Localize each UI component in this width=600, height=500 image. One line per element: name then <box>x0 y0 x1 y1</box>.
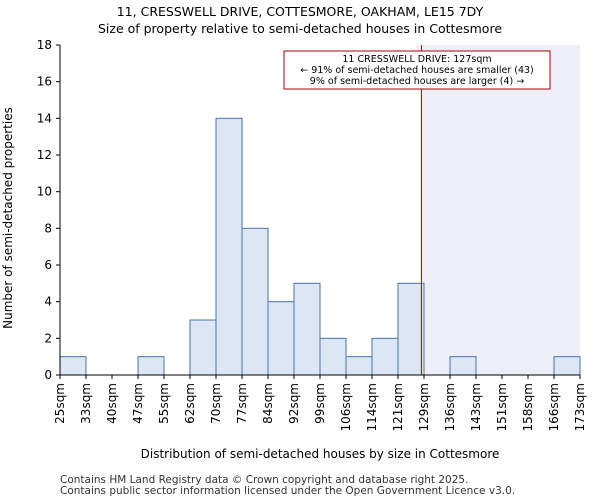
x-tick-label: 70sqm <box>209 383 223 424</box>
x-tick-label: 129sqm <box>417 383 431 431</box>
y-tick-label: 18 <box>37 38 52 52</box>
histogram-bar-92sqm <box>293 282 321 376</box>
histogram-bar-62sqm <box>189 319 217 376</box>
annotation-box <box>283 50 551 90</box>
x-tick-label: 158sqm <box>521 383 535 431</box>
y-tick-label: 10 <box>37 185 52 199</box>
highlight-region <box>421 45 580 375</box>
x-tick-label: 77sqm <box>235 383 249 424</box>
histogram-bar-106sqm <box>345 356 373 376</box>
x-tick-label: 106sqm <box>339 383 353 431</box>
histogram-bar-99sqm <box>319 337 347 376</box>
histogram-bar-47sqm <box>137 356 165 376</box>
histogram-bar-84sqm <box>267 301 295 376</box>
y-axis-label: Number of semi-detached properties <box>1 107 15 329</box>
annotation-line-3: 9% of semi-detached houses are larger (4… <box>310 76 524 87</box>
x-tick-label: 33sqm <box>79 383 93 424</box>
chart-title: Size of property relative to semi-detach… <box>97 21 503 36</box>
y-tick-label: 4 <box>44 295 52 309</box>
annotation-line-1: 11 CRESSWELL DRIVE: 127sqm <box>342 54 491 65</box>
histogram-bar-70sqm <box>215 117 243 376</box>
annotation-line-2: ← 91% of semi-detached houses are smalle… <box>300 65 534 76</box>
x-tick-label: 92sqm <box>287 383 301 424</box>
footer-copyright: Contains HM Land Registry data © Crown c… <box>60 474 469 486</box>
x-axis-label: Distribution of semi-detached houses by … <box>141 447 500 461</box>
y-tick-label: 12 <box>37 148 52 162</box>
x-tick-label: 25sqm <box>53 383 67 424</box>
histogram-bar-25sqm <box>59 356 87 376</box>
x-tick-label: 62sqm <box>183 383 197 424</box>
y-tick-label: 6 <box>44 258 52 272</box>
chart-title-address: 11, CRESSWELL DRIVE, COTTESMORE, OAKHAM,… <box>116 4 484 19</box>
y-tick-label: 0 <box>44 368 52 382</box>
histogram-bar-121sqm <box>397 282 425 376</box>
footer-licence: Contains public sector information licen… <box>60 485 516 497</box>
x-tick-label: 121sqm <box>391 383 405 431</box>
x-tick-label: 166sqm <box>547 383 561 431</box>
histogram-bar-114sqm <box>371 337 399 376</box>
histogram-bar-166sqm <box>553 356 581 376</box>
x-tick-label: 47sqm <box>131 383 145 424</box>
y-tick-label: 2 <box>44 331 52 345</box>
histogram-bar-77sqm <box>241 227 269 376</box>
x-tick-label: 151sqm <box>495 383 509 431</box>
x-tick-label: 143sqm <box>469 383 483 431</box>
histogram-bar-136sqm <box>449 356 477 376</box>
x-tick-label: 99sqm <box>313 383 327 424</box>
y-tick-label: 8 <box>44 221 52 235</box>
x-tick-label: 55sqm <box>157 383 171 424</box>
x-tick-label: 40sqm <box>105 383 119 424</box>
x-tick-label: 114sqm <box>365 383 379 431</box>
x-tick-label: 173sqm <box>573 383 587 431</box>
y-tick-label: 16 <box>37 75 52 89</box>
y-tick-label: 14 <box>37 111 52 125</box>
x-tick-label: 136sqm <box>443 383 457 431</box>
x-tick-label: 84sqm <box>261 383 275 424</box>
